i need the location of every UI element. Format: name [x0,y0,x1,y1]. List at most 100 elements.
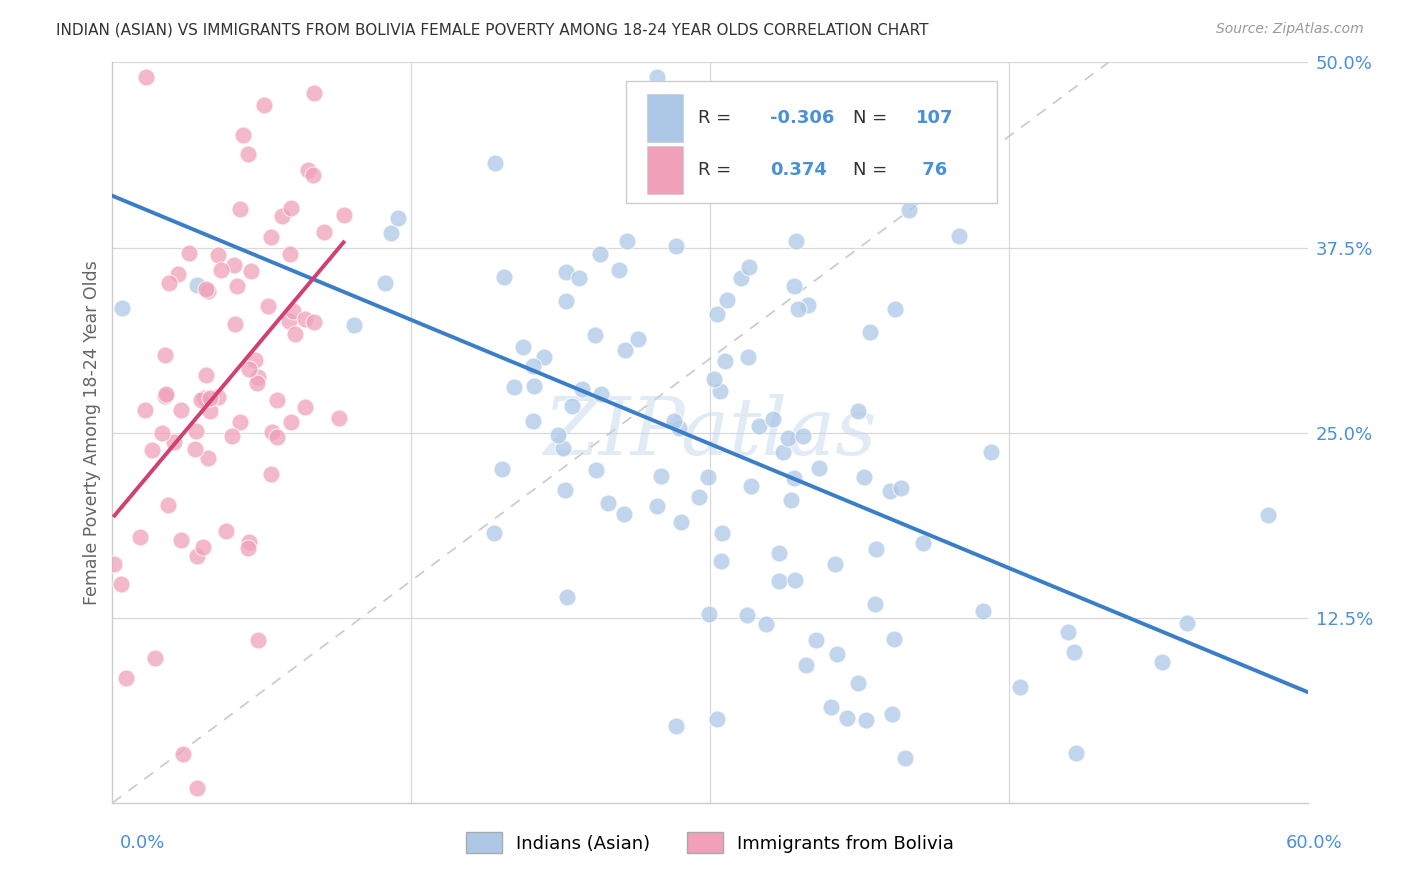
Point [302,86,325,100]
Point [195,368,218,382]
Point [209,263,232,277]
Point [225,278,247,293]
Point [281,303,304,318]
Text: 60.0%: 60.0% [1286,834,1343,852]
Point [880,707,903,722]
Point [280,201,302,215]
Point [103,558,125,572]
Point [186,549,208,563]
Point [748,419,770,434]
Point [374,276,396,290]
Point [238,535,260,549]
Point [134,403,156,417]
Point [512,340,534,354]
Point [207,248,229,262]
Text: N =: N = [853,109,893,127]
Point [792,429,814,443]
Point [1257,508,1279,523]
Point [170,533,193,547]
Point [709,384,731,398]
Point [278,247,301,261]
Point [166,267,188,281]
Point [589,247,612,261]
Point [172,747,194,762]
Point [297,163,319,178]
Point [482,526,505,541]
Point [627,332,650,346]
Point [884,301,907,316]
Text: 76: 76 [915,161,946,178]
Point [328,411,350,425]
Text: 107: 107 [915,109,953,127]
Point [583,327,606,342]
Point [198,404,221,418]
Point [522,359,544,374]
Point [197,284,219,298]
Point [662,414,685,428]
Point [271,209,294,223]
Point [170,402,193,417]
Point [568,271,591,285]
Point [879,484,901,499]
Point [894,751,917,765]
Point [730,271,752,285]
Point [846,676,869,690]
Point [783,278,806,293]
Point [755,617,778,632]
Point [706,712,728,726]
Point [1150,655,1173,669]
Point [688,490,710,504]
Point [589,386,612,401]
Point [665,719,688,733]
Point [193,391,215,405]
Point [294,311,316,326]
Point [668,421,690,435]
Point [266,429,288,443]
Point [768,574,790,589]
Point [183,442,205,456]
Point [710,554,733,568]
Text: -0.306: -0.306 [770,109,834,127]
Point [197,450,219,465]
Point [699,607,721,622]
Point [972,604,994,618]
Point [824,557,846,571]
Point [533,350,555,364]
Point [714,354,737,368]
Point [1063,645,1085,659]
Point [155,387,177,401]
Point [560,399,582,413]
Point [115,671,138,685]
Point [387,211,409,226]
Point [523,379,546,393]
Point [737,260,759,274]
Point [547,427,569,442]
Point [207,390,229,404]
Point [195,282,218,296]
Point [555,591,578,605]
Point [837,711,859,725]
Point [1175,615,1198,630]
Point [135,70,157,85]
Point [239,264,262,278]
Point [238,361,260,376]
Point [253,98,276,112]
Point [301,168,323,182]
Point [302,315,325,329]
Point [859,325,882,339]
Text: N =: N = [853,161,893,178]
Point [143,651,166,665]
Point [948,229,970,244]
Text: 0.374: 0.374 [770,161,827,178]
Point [735,607,758,622]
Point [853,470,876,484]
Point [645,70,668,85]
Point [783,471,806,485]
Point [215,524,238,538]
Point [554,483,576,497]
Point [232,128,254,142]
Point [555,265,578,279]
Point [153,389,176,403]
Point [898,202,921,217]
Point [616,234,638,248]
